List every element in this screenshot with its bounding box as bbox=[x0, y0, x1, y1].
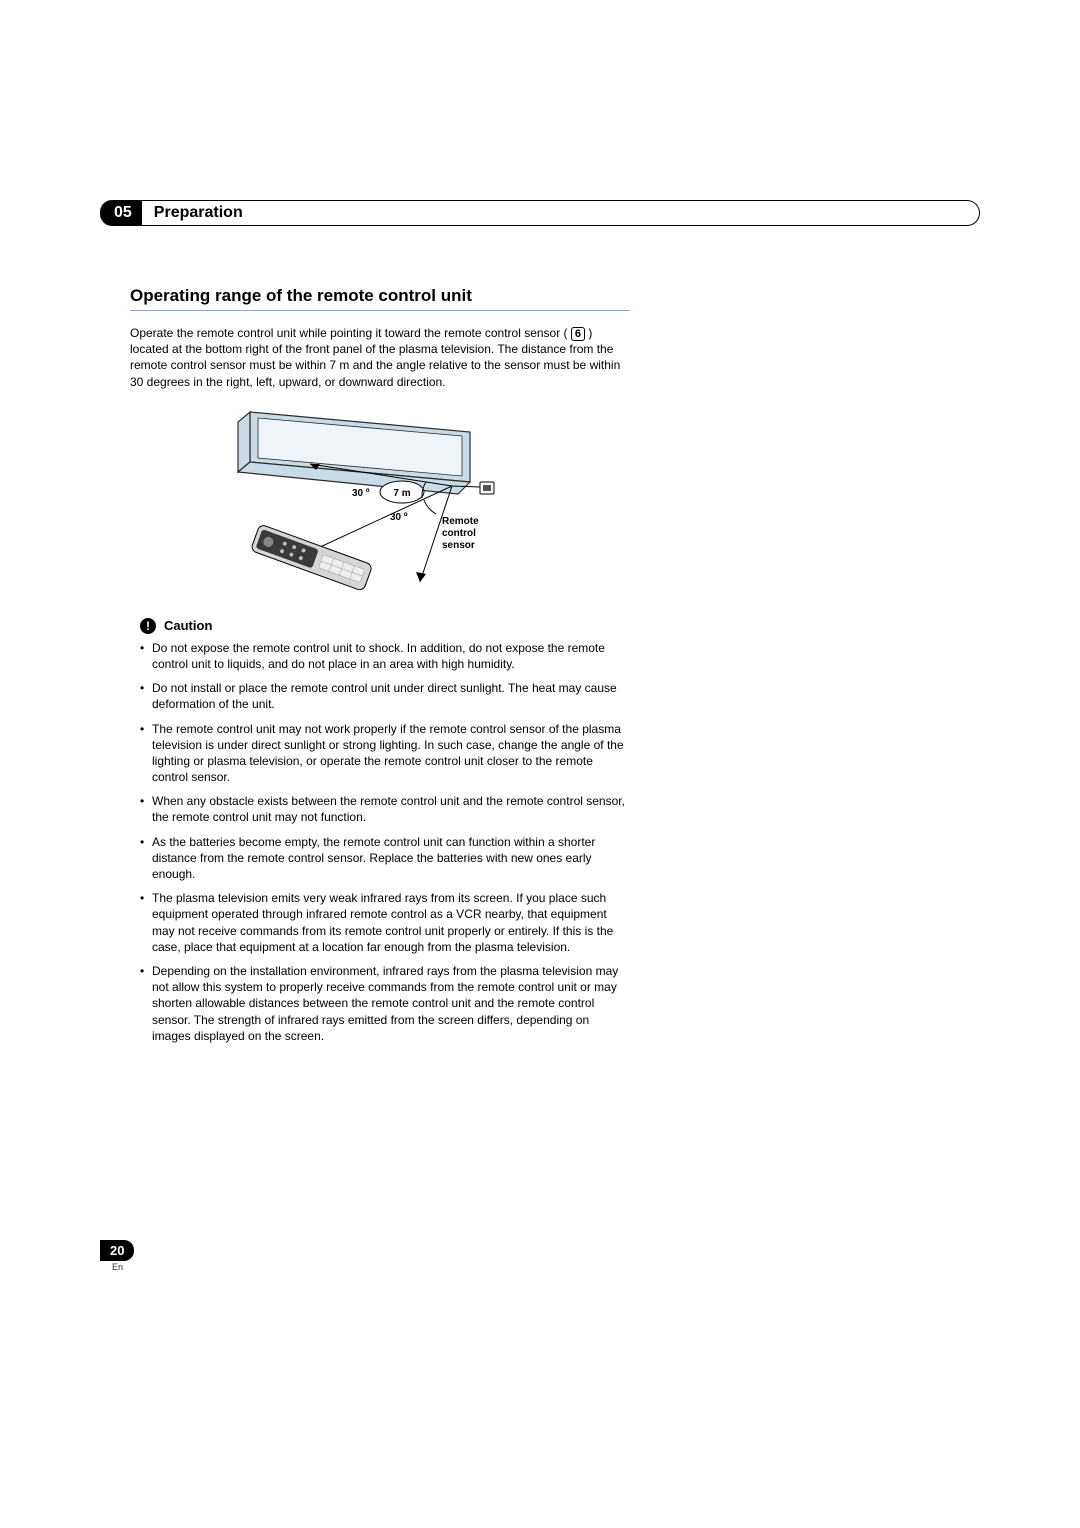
intro-pre: Operate the remote control unit while po… bbox=[130, 326, 568, 340]
caution-item: Do not install or place the remote contr… bbox=[140, 680, 630, 712]
caution-header: ! Caution bbox=[140, 618, 630, 634]
diagram-svg: 7 m 30 º 30 º bbox=[190, 404, 510, 594]
sensor-label-1: Remote bbox=[442, 516, 479, 527]
remote-unit bbox=[250, 524, 372, 591]
content-column: Operating range of the remote control un… bbox=[130, 286, 630, 1044]
chapter-title: Preparation bbox=[154, 204, 243, 221]
caution-item: The remote control unit may not work pro… bbox=[140, 721, 630, 786]
chapter-title-capsule: Preparation bbox=[140, 200, 980, 226]
angle-lower-label: 30 º bbox=[390, 512, 408, 523]
caution-icon: ! bbox=[140, 618, 156, 634]
section-heading: Operating range of the remote control un… bbox=[130, 286, 630, 311]
sensor-label-3: sensor bbox=[442, 540, 475, 551]
intro-paragraph: Operate the remote control unit while po… bbox=[130, 325, 630, 390]
chapter-bar: 05 Preparation bbox=[100, 200, 980, 226]
caution-item: As the batteries become empty, the remot… bbox=[140, 834, 630, 883]
arrowhead-2 bbox=[416, 572, 426, 582]
page-number-badge: 20 bbox=[100, 1240, 134, 1261]
caution-label: Caution bbox=[164, 618, 212, 633]
distance-label: 7 m bbox=[393, 488, 410, 499]
sensor-icon-inner bbox=[483, 485, 491, 491]
angle-upper-label: 30 º bbox=[352, 488, 370, 499]
chapter-number-badge: 05 bbox=[100, 200, 142, 226]
caution-item: Do not expose the remote control unit to… bbox=[140, 640, 630, 672]
language-code: En bbox=[112, 1262, 123, 1272]
remote-range-diagram: 7 m 30 º 30 º bbox=[190, 404, 510, 594]
page-content: 05 Preparation Operating range of the re… bbox=[100, 200, 980, 1052]
angle-arc-lower bbox=[424, 500, 436, 514]
caution-item: When any obstacle exists between the rem… bbox=[140, 793, 630, 825]
caution-item: The plasma television emits very weak in… bbox=[140, 890, 630, 955]
sensor-label-2: control bbox=[442, 528, 476, 539]
caution-item: Depending on the installation environmen… bbox=[140, 963, 630, 1044]
sensor-ref-badge: 6 bbox=[571, 327, 585, 341]
caution-list: Do not expose the remote control unit to… bbox=[140, 640, 630, 1044]
cone-line-mid bbox=[305, 486, 452, 554]
